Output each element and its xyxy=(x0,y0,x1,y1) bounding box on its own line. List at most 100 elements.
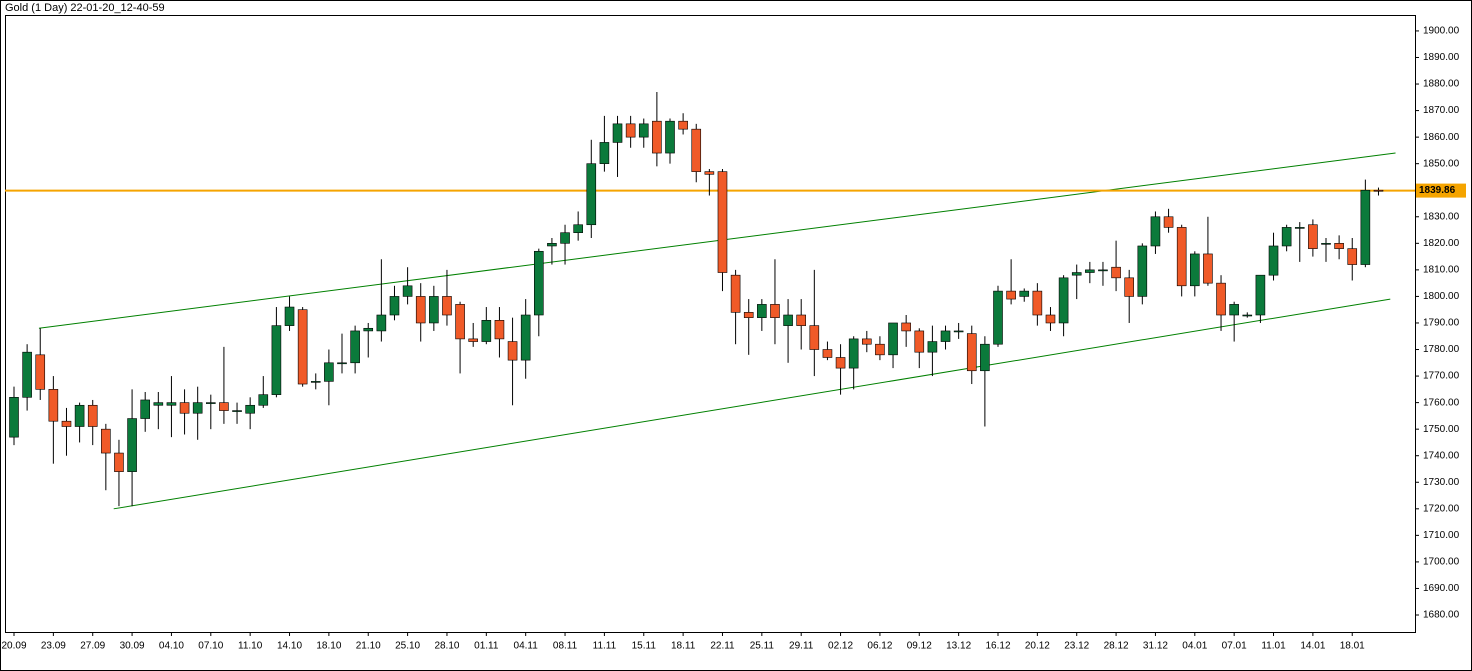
candle-body xyxy=(1216,282,1226,316)
x-tick-label: 22.11 xyxy=(710,641,735,652)
candle-body xyxy=(914,330,925,353)
candle-body xyxy=(507,341,518,361)
x-tick-label: 30.09 xyxy=(120,641,145,652)
price-label-box xyxy=(1416,183,1466,198)
x-tick-label: 15.11 xyxy=(632,641,657,652)
candle-body xyxy=(835,357,846,369)
x-tick-label: 11.11 xyxy=(593,641,617,652)
candle-body xyxy=(219,402,229,411)
y-tick-label: 1720.00 xyxy=(1423,503,1460,514)
x-tick-label: 27.09 xyxy=(80,641,105,652)
candle-body xyxy=(1190,253,1200,287)
candle-body xyxy=(1347,248,1358,265)
candle-body xyxy=(848,338,859,369)
candle-body xyxy=(861,338,872,345)
candle-body xyxy=(468,338,479,342)
candle-body xyxy=(665,120,675,154)
candle-body xyxy=(560,232,570,244)
candle-body xyxy=(415,296,426,324)
y-tick-label: 1780.00 xyxy=(1423,344,1460,355)
candle-body xyxy=(284,306,295,326)
candle-body xyxy=(87,404,98,427)
x-tick-label: 14.01 xyxy=(1300,641,1325,652)
trend-line xyxy=(113,298,1391,510)
candle-body xyxy=(232,410,242,412)
candle-body xyxy=(743,312,754,318)
candle-body xyxy=(297,309,308,385)
y-tick-label: 1680.00 xyxy=(1423,610,1460,621)
candle-body xyxy=(1150,216,1161,247)
candle-body xyxy=(48,389,59,422)
candle-body xyxy=(547,243,557,247)
candle-body xyxy=(809,325,820,350)
x-tick-label: 31.12 xyxy=(1143,641,1168,652)
candle-body xyxy=(455,304,465,340)
candle-body xyxy=(1268,245,1279,276)
candle-body xyxy=(1006,290,1016,300)
candle-body xyxy=(1111,266,1121,279)
candle-body xyxy=(74,404,85,427)
candle-body xyxy=(1058,277,1069,324)
candle-body xyxy=(245,404,255,414)
x-tick-label: 23.09 xyxy=(41,641,66,652)
candle-body xyxy=(1294,227,1305,229)
y-tick-label: 1700.00 xyxy=(1423,557,1460,568)
candle-body xyxy=(310,381,321,383)
candle-body xyxy=(770,304,780,318)
candle-body xyxy=(1334,243,1344,249)
candle-body xyxy=(402,285,413,297)
candle-body xyxy=(258,394,269,406)
x-tick-label: 11.10 xyxy=(238,641,263,652)
x-tick-label: 25.11 xyxy=(750,641,775,652)
candle-body xyxy=(1176,227,1187,287)
candle-body xyxy=(1137,245,1148,297)
y-tick-label: 1870.00 xyxy=(1423,105,1460,116)
x-tick-label: 09.12 xyxy=(907,641,932,652)
x-tick-label: 02.12 xyxy=(828,641,853,652)
candle-body xyxy=(1203,253,1213,284)
x-tick-label: 18.01 xyxy=(1340,641,1365,652)
candle-body xyxy=(1124,277,1134,297)
candle-body xyxy=(966,333,977,372)
candle-body xyxy=(888,322,898,356)
candle-body xyxy=(678,120,688,130)
y-tick-label: 1900.00 xyxy=(1423,26,1460,37)
candle-body xyxy=(481,320,492,342)
x-tick-label: 01.11 xyxy=(474,641,499,652)
x-tick-label: 28.12 xyxy=(1104,641,1129,652)
x-tick-label: 04.10 xyxy=(159,641,184,652)
y-tick-label: 1830.00 xyxy=(1423,211,1460,222)
x-tick-label: 11.01 xyxy=(1261,641,1286,652)
candle-body xyxy=(1281,227,1292,247)
y-tick-label: 1800.00 xyxy=(1423,291,1460,302)
candle-body xyxy=(127,418,137,472)
candle-body xyxy=(612,123,623,143)
y-tick-label: 1710.00 xyxy=(1423,530,1460,541)
candle-body xyxy=(140,399,150,419)
plot-area xyxy=(5,15,1416,633)
candle-body xyxy=(350,330,360,364)
candle-body xyxy=(363,327,374,332)
x-tick-label: 25.10 xyxy=(395,641,420,652)
candle-body xyxy=(179,402,190,414)
candle-body xyxy=(101,428,111,454)
candle-body xyxy=(520,314,531,361)
candle-body xyxy=(533,250,544,316)
y-tick-label: 1790.00 xyxy=(1423,318,1460,329)
candle-body xyxy=(940,330,951,342)
trend-line xyxy=(38,152,1396,329)
candle-body xyxy=(1071,272,1082,276)
x-tick-label: 28.10 xyxy=(434,641,459,652)
candle-body xyxy=(652,120,662,154)
candle-body xyxy=(114,452,124,472)
y-tick-label: 1730.00 xyxy=(1423,477,1460,488)
y-tick-label: 1690.00 xyxy=(1423,583,1460,594)
candle-body xyxy=(389,296,400,316)
x-tick-label: 06.12 xyxy=(867,641,892,652)
x-tick-label: 29.11 xyxy=(789,641,814,652)
y-tick-label: 1740.00 xyxy=(1423,450,1460,461)
y-tick-label: 1760.00 xyxy=(1423,397,1460,408)
chart-title: Gold (1 Day) 22-01-20_12-40-59 xyxy=(5,2,165,14)
candle-body xyxy=(757,304,767,318)
candle-body xyxy=(783,314,793,326)
